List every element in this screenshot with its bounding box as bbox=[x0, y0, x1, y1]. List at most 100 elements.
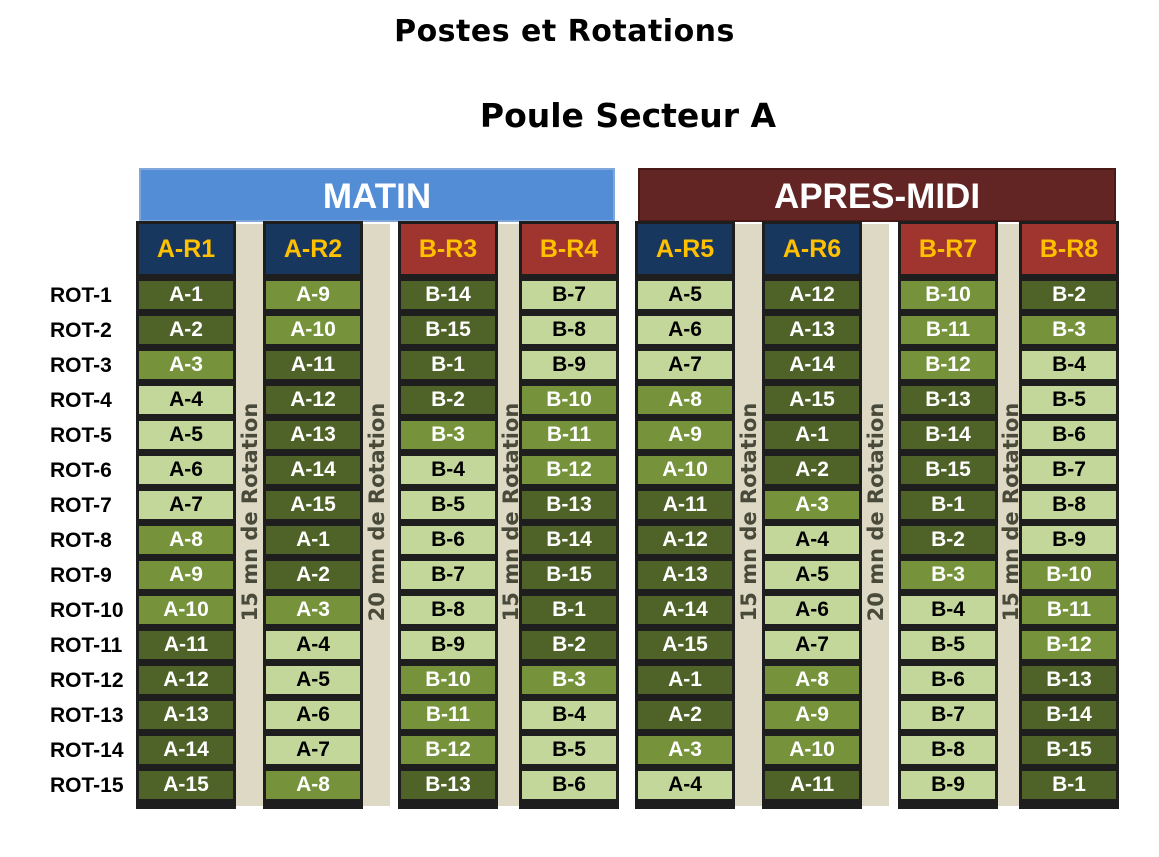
row-label: ROT-4 bbox=[50, 389, 112, 412]
station-cell: B-6 bbox=[401, 526, 495, 554]
station-cell: A-12 bbox=[765, 281, 859, 309]
station-cell: A-12 bbox=[266, 386, 360, 414]
station-cell: B-8 bbox=[522, 316, 616, 344]
station-cell: A-15 bbox=[638, 631, 732, 659]
row-label: ROT-5 bbox=[50, 424, 112, 447]
station-cell: A-12 bbox=[638, 526, 732, 554]
station-cell: A-1 bbox=[638, 666, 732, 694]
station-cell: A-5 bbox=[765, 561, 859, 589]
column-header: A-R6 bbox=[765, 224, 859, 274]
rotation-strip bbox=[236, 224, 263, 806]
station-cell: B-15 bbox=[401, 316, 495, 344]
station-cell: B-5 bbox=[401, 491, 495, 519]
rotation-note: 15 mn de Rotation bbox=[237, 402, 262, 622]
station-cell: B-3 bbox=[901, 561, 995, 589]
station-cell: A-8 bbox=[139, 526, 233, 554]
station-cell: B-12 bbox=[901, 351, 995, 379]
station-cell: A-4 bbox=[139, 386, 233, 414]
station-cell: B-1 bbox=[901, 491, 995, 519]
station-cell: B-8 bbox=[401, 596, 495, 624]
station-cell: A-2 bbox=[266, 561, 360, 589]
morning-band: MATIN bbox=[139, 168, 615, 222]
station-cell: A-6 bbox=[139, 456, 233, 484]
station-cell: A-11 bbox=[765, 771, 859, 799]
station-cell: A-14 bbox=[765, 351, 859, 379]
station-cell: A-6 bbox=[266, 701, 360, 729]
station-cell: B-15 bbox=[901, 456, 995, 484]
station-cell: A-9 bbox=[139, 561, 233, 589]
station-cell: A-13 bbox=[765, 316, 859, 344]
station-cell: A-3 bbox=[139, 351, 233, 379]
rotation-note: 20 mn de Rotation bbox=[364, 402, 389, 622]
station-cell: A-11 bbox=[266, 351, 360, 379]
station-cell: B-6 bbox=[1022, 421, 1116, 449]
station-cell: A-13 bbox=[139, 701, 233, 729]
station-cell: A-10 bbox=[638, 456, 732, 484]
station-cell: B-13 bbox=[1022, 666, 1116, 694]
station-cell: B-5 bbox=[901, 631, 995, 659]
station-cell: A-8 bbox=[765, 666, 859, 694]
station-cell: A-2 bbox=[638, 701, 732, 729]
station-cell: A-3 bbox=[765, 491, 859, 519]
station-cell: B-3 bbox=[401, 421, 495, 449]
station-cell: B-10 bbox=[901, 281, 995, 309]
row-label: ROT-12 bbox=[50, 669, 124, 692]
station-cell: A-12 bbox=[139, 666, 233, 694]
station-cell: B-7 bbox=[1022, 456, 1116, 484]
station-cell: A-15 bbox=[139, 771, 233, 799]
station-cell: A-14 bbox=[266, 456, 360, 484]
station-cell: A-10 bbox=[765, 736, 859, 764]
station-cell: B-9 bbox=[401, 631, 495, 659]
station-cell: B-15 bbox=[522, 561, 616, 589]
station-cell: A-1 bbox=[266, 526, 360, 554]
station-cell: B-3 bbox=[1022, 316, 1116, 344]
column-header: B-R3 bbox=[401, 224, 495, 274]
row-label: ROT-7 bbox=[50, 494, 112, 517]
station-cell: A-5 bbox=[266, 666, 360, 694]
station-cell: B-10 bbox=[401, 666, 495, 694]
station-cell: B-12 bbox=[522, 456, 616, 484]
station-cell: A-5 bbox=[638, 281, 732, 309]
station-cell: B-14 bbox=[901, 421, 995, 449]
station-cell: A-1 bbox=[765, 421, 859, 449]
station-cell: B-7 bbox=[401, 561, 495, 589]
row-label: ROT-6 bbox=[50, 459, 112, 482]
station-cell: B-4 bbox=[401, 456, 495, 484]
rotation-strip bbox=[363, 224, 390, 806]
station-cell: B-12 bbox=[1022, 631, 1116, 659]
station-cell: B-9 bbox=[522, 351, 616, 379]
station-cell: B-11 bbox=[401, 701, 495, 729]
station-cell: B-4 bbox=[901, 596, 995, 624]
station-cell: A-10 bbox=[266, 316, 360, 344]
station-cell: B-15 bbox=[1022, 736, 1116, 764]
station-cell: A-13 bbox=[266, 421, 360, 449]
station-cell: B-3 bbox=[522, 666, 616, 694]
station-cell: B-10 bbox=[522, 386, 616, 414]
row-label: ROT-14 bbox=[50, 739, 124, 762]
station-cell: A-2 bbox=[139, 316, 233, 344]
station-cell: B-4 bbox=[1022, 351, 1116, 379]
station-cell: A-7 bbox=[765, 631, 859, 659]
station-cell: B-1 bbox=[522, 596, 616, 624]
station-cell: A-9 bbox=[266, 281, 360, 309]
station-cell: B-14 bbox=[1022, 701, 1116, 729]
station-cell: B-6 bbox=[522, 771, 616, 799]
station-cell: B-1 bbox=[1022, 771, 1116, 799]
station-cell: A-7 bbox=[266, 736, 360, 764]
row-label: ROT-2 bbox=[50, 319, 112, 342]
row-label: ROT-13 bbox=[50, 704, 124, 727]
station-cell: B-8 bbox=[1022, 491, 1116, 519]
station-cell: B-2 bbox=[401, 386, 495, 414]
station-cell: A-4 bbox=[638, 771, 732, 799]
station-cell: A-9 bbox=[765, 701, 859, 729]
station-cell: B-6 bbox=[901, 666, 995, 694]
station-cell: B-5 bbox=[522, 736, 616, 764]
station-cell: A-4 bbox=[765, 526, 859, 554]
column-header: A-R1 bbox=[139, 224, 233, 274]
station-cell: A-8 bbox=[266, 771, 360, 799]
station-cell: B-14 bbox=[522, 526, 616, 554]
station-cell: B-9 bbox=[901, 771, 995, 799]
station-cell: A-3 bbox=[638, 736, 732, 764]
station-cell: A-14 bbox=[139, 736, 233, 764]
station-cell: A-15 bbox=[266, 491, 360, 519]
